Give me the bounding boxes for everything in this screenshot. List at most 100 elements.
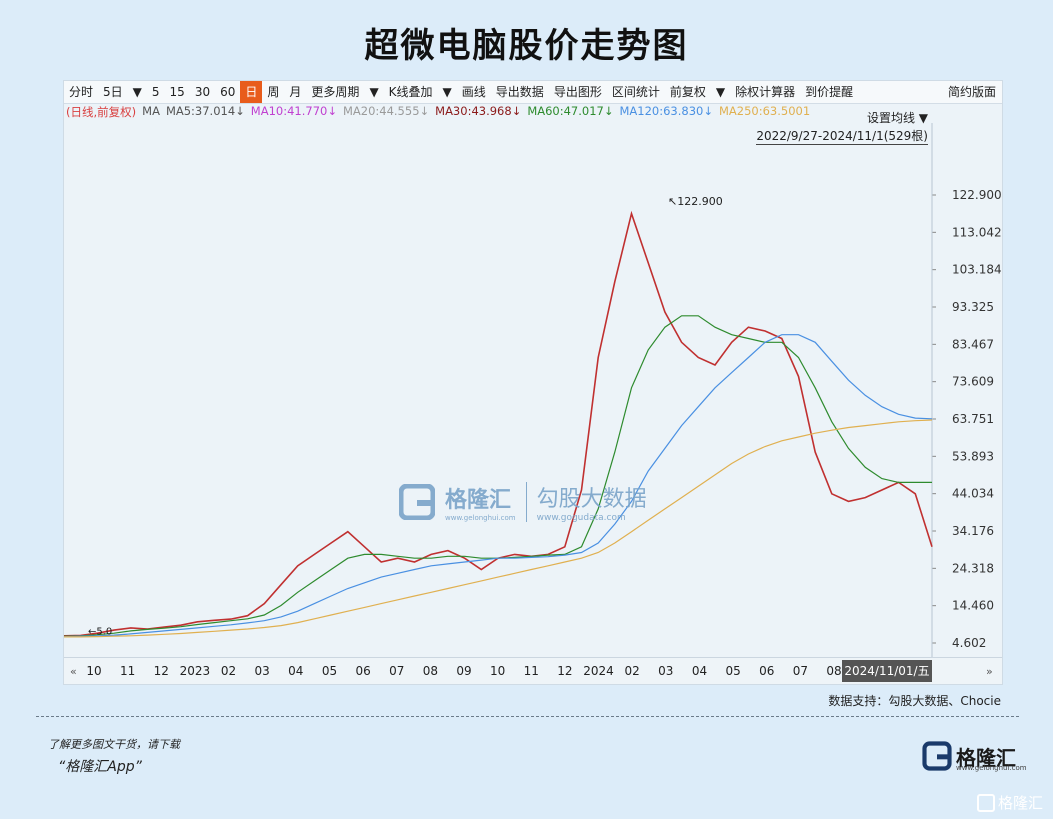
toolbar-item[interactable]: 15 xyxy=(169,85,185,99)
x-tick-label: 10 xyxy=(86,664,101,678)
x-tick-label: 05 xyxy=(322,664,337,678)
x-tick-label: 03 xyxy=(255,664,270,678)
set-ma-button[interactable]: 设置均线 ▼ xyxy=(866,111,928,125)
moving-average-legend: (日线,前复权) MA MA5:37.014↓ MA10:41.770↓ MA20:44… xyxy=(64,104,810,122)
y-tick-label: 4.602 xyxy=(952,636,986,650)
ma-legend-item: MA5:37.014↓ xyxy=(165,104,245,118)
x-tick-label: 02 xyxy=(221,664,236,678)
series-line-price xyxy=(64,210,933,637)
x-tick-label: 05 xyxy=(725,664,740,678)
stock-chart-window: 分时 5日 ▼ 5 15 30 60 日周月更多周期 ▼ K线叠加 ▼ 画线 导出数据 导出图形 区间统计前… xyxy=(63,80,1003,685)
x-tick-label: 12 xyxy=(557,664,572,678)
ma-legend-item: MA30:43.968↓ xyxy=(435,104,522,118)
ma-legend-item: MA250:63.5001 xyxy=(718,104,811,118)
y-tick-label: 53.893 xyxy=(952,449,994,463)
toolbar-item[interactable]: 到价提醒 xyxy=(805,85,854,99)
y-tick-label: 103.184 xyxy=(952,263,1002,277)
x-tick-label: 03 xyxy=(658,664,673,678)
y-tick-label: 44.034 xyxy=(952,487,994,501)
toolbar-item[interactable]: 60 xyxy=(220,85,236,99)
toolbar-item[interactable]: 导出数据 xyxy=(495,85,544,99)
x-axis: 10 11 12 2023 02 03 04 05 06 07 08 09 10 11 12 2024 02 03… xyxy=(64,657,1002,684)
y-tick-label: 34.176 xyxy=(952,524,994,538)
series-line-MA60 xyxy=(64,315,932,637)
logo-url: www.gelonghui.com xyxy=(956,764,1027,772)
watermark-brand1: 格隆汇 xyxy=(445,488,512,513)
toolbar-item[interactable]: 月 xyxy=(289,85,302,99)
corner-g-icon xyxy=(976,793,995,812)
min-price-label: ←5.0 xyxy=(88,627,112,638)
y-tick-label: 24.318 xyxy=(952,561,994,575)
scroll-right-icon[interactable]: » xyxy=(986,665,993,678)
scroll-left-icon[interactable]: « xyxy=(70,665,77,678)
watermark-brand2: 勾股大数据 xyxy=(536,487,647,512)
ma-legend-item: MA60:47.017↓ xyxy=(527,104,614,118)
logo-text: 格隆汇 xyxy=(956,745,1016,770)
x-tick-label: 07 xyxy=(793,664,808,678)
chart-toolbar: 分时 5日 ▼ 5 15 30 60 日周月更多周期 ▼ K线叠加 ▼ 画线 导出数据 导出图形 区间统计前… xyxy=(64,81,1002,104)
x-tick-label: 02 xyxy=(625,664,640,678)
y-tick-label: 93.325 xyxy=(952,300,994,314)
x-tick-label: 06 xyxy=(759,664,774,678)
ma-legend-item: MA xyxy=(142,104,160,118)
toolbar-item[interactable]: 5日 xyxy=(103,85,123,99)
y-tick-label: 73.609 xyxy=(952,375,994,389)
gelonghui-logo-icon xyxy=(399,484,435,520)
x-tick-label: 04 xyxy=(692,664,707,678)
promo-line2: “格隆汇App” xyxy=(58,759,142,775)
x-tick-label: 07 xyxy=(389,664,404,678)
divider xyxy=(36,716,1019,717)
x-highlight-box xyxy=(842,660,932,682)
y-tick-label: 83.467 xyxy=(952,337,994,351)
gelonghui-logo: 格隆汇 www.gelonghui.com xyxy=(922,736,1027,776)
page-title: 超微电脑股价走势图 xyxy=(364,26,689,66)
x-tick-label: 04 xyxy=(288,664,303,678)
max-price-label: ↖122.900 xyxy=(668,195,723,208)
x-tick-label: 08 xyxy=(826,664,841,678)
x-tick-label: 2023 xyxy=(180,664,211,678)
watermark-url1: www.gelonghui.com xyxy=(445,514,516,522)
corner-watermark-text: 格隆汇 xyxy=(997,794,1043,812)
toolbar-item[interactable]: 分时 xyxy=(69,85,94,99)
y-tick-label: 63.751 xyxy=(952,412,994,426)
x-tick-label: 06 xyxy=(355,664,370,678)
x-tick-label: 11 xyxy=(120,664,135,678)
data-credit: 数据支持：勾股大数据、Chocie xyxy=(828,694,1001,708)
toolbar-item[interactable]: 画线 xyxy=(461,85,486,99)
layout-toggle[interactable]: 简约版面 xyxy=(947,85,996,99)
x-tick-label: 10 xyxy=(490,664,505,678)
price-chart[interactable]: 122.900 113.042 103.184 93.325 83.467 73.609 6… xyxy=(64,123,1002,657)
toolbar-item[interactable]: 区间统计 xyxy=(611,85,660,99)
toolbar-item[interactable]: ▼ xyxy=(369,85,379,99)
watermark-url2: www.gogudata.com xyxy=(536,513,626,523)
ma-legend-item: MA120:63.830↓ xyxy=(619,104,713,118)
toolbar-item[interactable]: 前复权 xyxy=(669,85,706,99)
toolbar-item[interactable]: ▼ xyxy=(442,85,452,99)
date-range-label: 2022/9/27-2024/11/1(529根) xyxy=(756,129,928,145)
toolbar-item[interactable]: ▼ xyxy=(132,85,142,99)
corner-watermark: 格隆汇 xyxy=(976,792,1043,813)
toolbar-item[interactable]: ▼ xyxy=(715,85,726,99)
ma-legend-item: (日线,前复权) xyxy=(66,105,137,119)
ma-legend-item: MA10:41.770↓ xyxy=(250,104,337,118)
y-tick-label: 122.900 xyxy=(952,188,1002,202)
gelonghui-g-icon xyxy=(922,741,952,771)
toolbar-item[interactable]: 30 xyxy=(194,85,211,99)
x-tick-label: 11 xyxy=(524,664,539,678)
y-tick-label: 14.460 xyxy=(952,599,994,613)
toolbar-item[interactable]: 更多周期 xyxy=(311,85,360,99)
toolbar-item[interactable]: K线叠加 xyxy=(388,85,433,99)
toolbar-item[interactable]: 除权计算器 xyxy=(735,85,796,99)
x-tick-label: 08 xyxy=(423,664,438,678)
promo-line1: 了解更多图文干货，请下载 xyxy=(48,738,180,751)
x-tick-label: 2024 xyxy=(583,664,614,678)
toolbar-item[interactable]: 周 xyxy=(267,85,280,99)
toolbar-item[interactable]: 导出图形 xyxy=(553,85,602,99)
x-tick-label: 12 xyxy=(154,664,169,678)
y-tick-label: 113.042 xyxy=(952,225,1002,239)
series-line-MA250 xyxy=(64,419,933,638)
series-line-MA120 xyxy=(64,334,933,638)
ma-legend-item: MA20:44.555↓ xyxy=(342,104,430,118)
toolbar-item[interactable]: 5 xyxy=(151,85,160,99)
toolbar-item[interactable]: 日 xyxy=(240,81,263,103)
